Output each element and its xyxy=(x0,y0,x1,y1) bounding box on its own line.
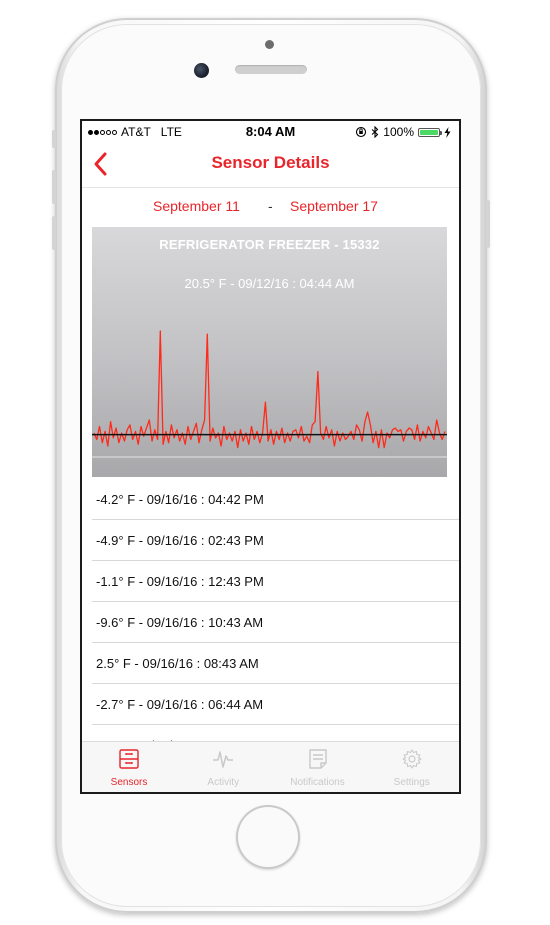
signal-dot xyxy=(112,129,117,135)
orientation-lock-icon xyxy=(356,126,367,138)
tab-settings[interactable]: Settings xyxy=(365,742,459,792)
date-range: September 11 - September 17 xyxy=(82,187,459,225)
volume-down-button xyxy=(52,216,56,250)
tab-label: Notifications xyxy=(290,777,345,788)
chart-plot xyxy=(92,330,447,458)
signal-dot xyxy=(94,129,99,135)
tab-label: Settings xyxy=(393,777,430,788)
tab-sensors[interactable]: Sensors xyxy=(82,742,176,792)
charging-icon xyxy=(444,126,451,138)
activity-pulse-icon xyxy=(212,748,234,770)
reading-text: -4.2° F - 09/16/16 : 04:42 PM xyxy=(96,492,264,507)
page-title: Sensor Details xyxy=(211,153,330,172)
battery-percent: 100% xyxy=(383,125,414,139)
date-separator: - xyxy=(268,198,273,214)
readings-list: -4.2° F - 09/16/16 : 04:42 PM -4.9° F - 0… xyxy=(92,479,459,766)
carrier-label: AT&T xyxy=(121,125,151,139)
navigation-bar: Sensor Details xyxy=(82,141,459,188)
front-camera-icon xyxy=(194,63,209,78)
status-time: 8:04 AM xyxy=(245,124,296,139)
signal-strength-icon xyxy=(88,129,117,135)
tab-activity[interactable]: Activity xyxy=(176,742,270,792)
network-label: LTE xyxy=(160,125,182,139)
volume-up-button xyxy=(52,170,56,204)
reading-row[interactable]: -2.7° F - 09/16/16 : 06:44 AM xyxy=(92,684,459,725)
bluetooth-icon xyxy=(371,126,379,138)
status-bar: AT&T LTE 8:04 AM 100% xyxy=(82,121,459,141)
reading-text: -9.6° F - 09/16/16 : 10:43 AM xyxy=(96,615,264,630)
app-screen: AT&T LTE 8:04 AM 100% Sensor Details xyxy=(82,121,459,792)
date-end[interactable]: September 17 xyxy=(290,198,378,214)
chevron-left-icon[interactable] xyxy=(90,151,114,177)
reading-text: -2.7° F - 09/16/16 : 06:44 AM xyxy=(96,697,264,712)
battery-icon xyxy=(418,127,442,137)
mute-switch xyxy=(52,130,56,148)
reading-row[interactable]: -4.2° F - 09/16/16 : 04:42 PM xyxy=(92,479,459,520)
tab-bar: Sensors Activity Notifications Settings xyxy=(82,741,459,792)
earpiece-speaker xyxy=(235,65,307,74)
chart-series-line xyxy=(93,330,446,449)
signal-dot xyxy=(100,129,105,135)
gear-icon xyxy=(401,748,423,770)
notifications-list-icon xyxy=(307,748,329,770)
reading-row[interactable]: -4.9° F - 09/16/16 : 02:43 PM xyxy=(92,520,459,561)
reading-text: -1.1° F - 09/16/16 : 12:43 PM xyxy=(96,574,264,589)
status-left: AT&T LTE xyxy=(88,125,182,139)
chart-title: REFRIGERATOR FREEZER - 15332 xyxy=(159,237,380,252)
status-right: 100% xyxy=(355,125,451,139)
date-start[interactable]: September 11 xyxy=(153,198,240,214)
signal-dot xyxy=(106,129,111,135)
home-button[interactable] xyxy=(236,805,300,869)
sensor-chart[interactable]: REFRIGERATOR FREEZER - 15332 20.5° F - 0… xyxy=(92,227,447,477)
tab-notifications[interactable]: Notifications xyxy=(271,742,365,792)
sensors-drawer-icon xyxy=(118,748,140,770)
signal-dot xyxy=(88,129,93,135)
tab-label: Sensors xyxy=(110,777,148,788)
tab-label: Activity xyxy=(207,777,240,788)
reading-row[interactable]: 2.5° F - 09/16/16 : 08:43 AM xyxy=(92,643,459,684)
reading-text: 2.5° F - 09/16/16 : 08:43 AM xyxy=(96,656,259,671)
reading-row[interactable]: -1.1° F - 09/16/16 : 12:43 PM xyxy=(92,561,459,602)
proximity-sensor xyxy=(265,40,274,49)
reading-row[interactable]: -9.6° F - 09/16/16 : 10:43 AM xyxy=(92,602,459,643)
reading-text: -4.9° F - 09/16/16 : 02:43 PM xyxy=(96,533,264,548)
power-button xyxy=(486,200,490,248)
chart-readout: 20.5° F - 09/12/16 : 04:44 AM xyxy=(184,276,355,291)
